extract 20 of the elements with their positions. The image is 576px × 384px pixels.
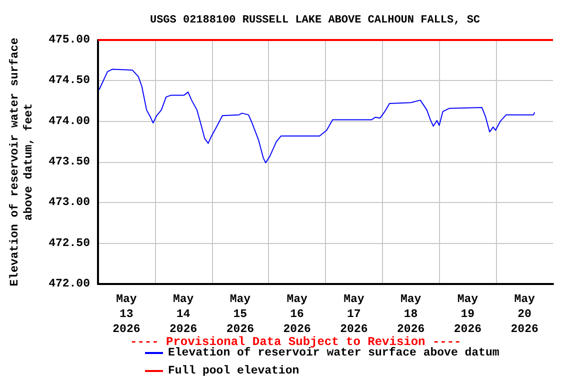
y-tick-label: 473.50 — [48, 156, 90, 168]
y-tick-label: 472.00 — [48, 278, 90, 290]
x-tick-label: May 19 2026 — [454, 293, 482, 336]
x-tick-label: May 15 2026 — [226, 293, 254, 336]
x-tick-label: May 13 2026 — [112, 293, 140, 336]
y-tick-label: 473.00 — [48, 196, 90, 210]
x-tick-label: May 20 2026 — [510, 293, 538, 336]
legend-label: Elevation of reservoir water surface above datum — [168, 346, 500, 360]
x-tick-label: May 17 2026 — [340, 293, 368, 336]
chart-title: USGS 02188100 RUSSELL LAKE ABOVE CALHOUN FALLS, SC — [150, 14, 480, 26]
line-series — [98, 68, 536, 164]
y-tick-label: 475.00 — [48, 34, 90, 46]
legend-label: Full pool elevation — [168, 364, 300, 378]
x-tick-label: May 14 2026 — [170, 293, 198, 336]
y-axis-title: Elevation of reservoir water surface above datum, feet — [8, 38, 36, 286]
y-tick-label: 472.50 — [48, 236, 90, 250]
x-tick-label: May 16 2026 — [283, 293, 311, 336]
y-tick-label: 474.50 — [48, 74, 90, 88]
y-tick-label: 474.00 — [48, 114, 90, 128]
x-tick-label: May 18 2026 — [397, 293, 425, 336]
